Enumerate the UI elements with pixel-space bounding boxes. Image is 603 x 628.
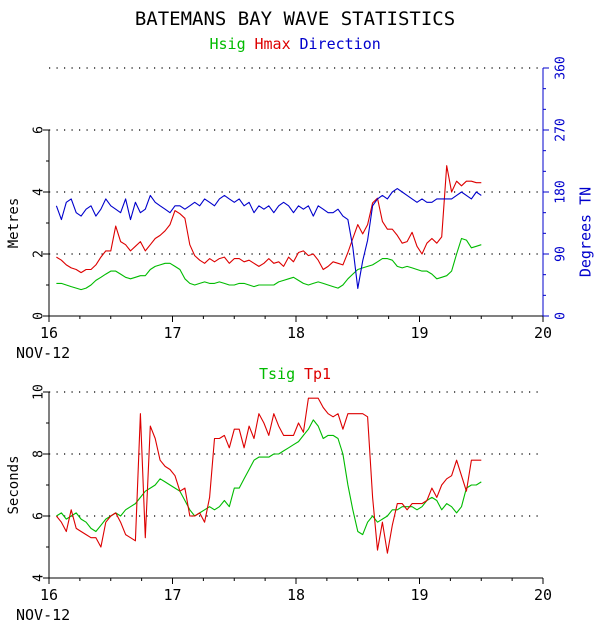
y2-tick-label: 180 [554, 180, 569, 203]
y-tick-label: 0 [32, 312, 47, 320]
x-tick-label: 16 [40, 586, 58, 604]
x-tick-label: 18 [287, 586, 305, 604]
y-tick-label: 6 [32, 126, 47, 134]
series-line-direction [55, 188, 482, 289]
x-tick-label: 20 [534, 586, 552, 604]
chart-wave-period: 4 6 8 10 Seconds 16 17 18 19 20 NOV-12 [6, 384, 552, 624]
x-tick-label: 17 [163, 324, 181, 342]
chart-title: BATEMANS BAY WAVE STATISTICS [135, 8, 455, 30]
legend-bottom: Tsig Tp1 [259, 365, 331, 383]
x-tick-label: 19 [410, 586, 428, 604]
x-tick-label: 19 [410, 324, 428, 342]
legend-tsig: Tsig [259, 365, 295, 383]
x-sub-label: NOV-12 [16, 606, 70, 624]
y-tick-label: 2 [32, 250, 47, 258]
y-axis-label: Metres [6, 198, 22, 249]
series-line-tsig [56, 419, 482, 536]
y-tick-label: 4 [32, 188, 47, 196]
legend-direction: Direction [300, 35, 381, 53]
y-tick-label: 10 [32, 384, 47, 400]
chart-wave-height-direction: 0 2 4 6 Metres 16 17 18 19 20 NOV-12 0 90 180 270 360 De… [6, 56, 595, 362]
x-sub-label: NOV-12 [16, 344, 70, 362]
y-tick-label: 8 [32, 450, 47, 458]
legend-top: Hsig Hmax Direction [210, 35, 381, 53]
y2-tick-label: 90 [554, 246, 569, 262]
y2-tick-label: 0 [554, 312, 569, 320]
y-axis-label: Seconds [6, 455, 22, 514]
series-line-hsig [56, 237, 482, 291]
x-tick-label: 16 [40, 324, 58, 342]
y2-tick-label: 270 [554, 118, 569, 141]
y2-axis-label: Degrees TN [577, 187, 595, 277]
x-tick-label: 20 [534, 324, 552, 342]
y2-tick-label: 360 [554, 56, 569, 79]
y-tick-label: 6 [32, 512, 47, 520]
x-tick-label: 18 [287, 324, 305, 342]
series-line-tp1 [55, 397, 482, 554]
legend-hsig: Hsig [210, 35, 246, 53]
legend-hmax: Hmax [255, 35, 291, 53]
y-tick-label: 4 [32, 574, 47, 582]
series-line-hmax [56, 165, 482, 274]
legend-tp1: Tp1 [304, 365, 331, 383]
x-tick-label: 17 [163, 586, 181, 604]
